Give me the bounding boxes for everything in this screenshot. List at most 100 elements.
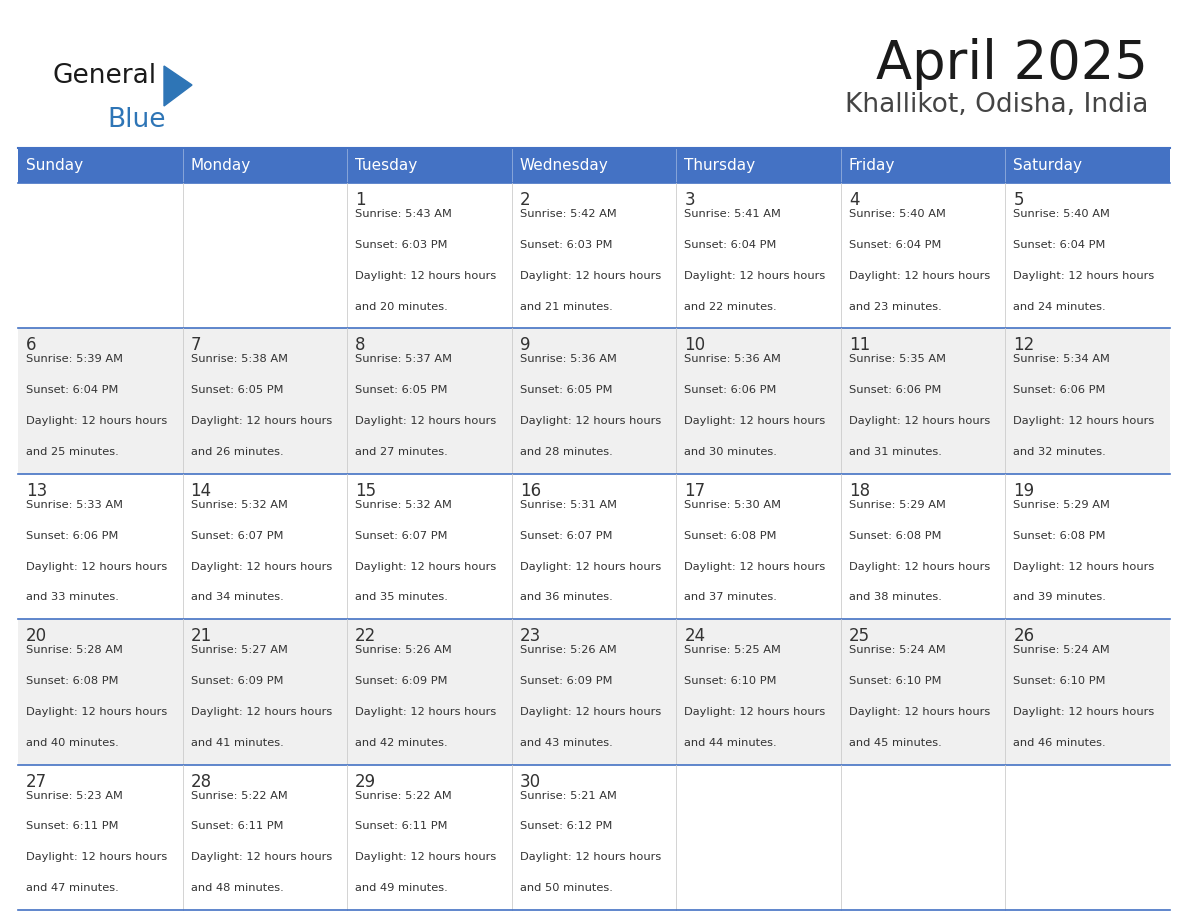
Bar <box>18 183 1170 329</box>
Text: Daylight: 12 hours hours: Daylight: 12 hours hours <box>684 271 826 281</box>
Text: Sunset: 6:07 PM: Sunset: 6:07 PM <box>519 531 612 541</box>
Text: and 47 minutes.: and 47 minutes. <box>26 883 119 893</box>
Text: Sunrise: 5:26 AM: Sunrise: 5:26 AM <box>519 645 617 655</box>
Text: Sunrise: 5:25 AM: Sunrise: 5:25 AM <box>684 645 782 655</box>
Text: 18: 18 <box>849 482 870 499</box>
Text: and 39 minutes.: and 39 minutes. <box>1013 592 1106 602</box>
Text: Sunday: Sunday <box>26 158 83 173</box>
Text: Saturday: Saturday <box>1013 158 1082 173</box>
Text: Sunrise: 5:32 AM: Sunrise: 5:32 AM <box>355 499 451 509</box>
Text: 24: 24 <box>684 627 706 645</box>
Text: 29: 29 <box>355 773 377 790</box>
Text: 4: 4 <box>849 191 859 209</box>
Text: Sunrise: 5:38 AM: Sunrise: 5:38 AM <box>190 354 287 364</box>
Bar <box>18 148 1170 183</box>
Text: Sunrise: 5:31 AM: Sunrise: 5:31 AM <box>519 499 617 509</box>
Text: Sunrise: 5:36 AM: Sunrise: 5:36 AM <box>684 354 782 364</box>
Text: Sunrise: 5:33 AM: Sunrise: 5:33 AM <box>26 499 124 509</box>
Text: 9: 9 <box>519 336 530 354</box>
Text: Daylight: 12 hours hours: Daylight: 12 hours hours <box>190 562 331 572</box>
Text: and 34 minutes.: and 34 minutes. <box>190 592 283 602</box>
Text: and 41 minutes.: and 41 minutes. <box>190 738 283 748</box>
Text: and 27 minutes.: and 27 minutes. <box>355 447 448 457</box>
Text: Sunrise: 5:30 AM: Sunrise: 5:30 AM <box>684 499 782 509</box>
Text: and 49 minutes.: and 49 minutes. <box>355 883 448 893</box>
Text: Sunset: 6:06 PM: Sunset: 6:06 PM <box>26 531 119 541</box>
Bar <box>18 474 1170 620</box>
Text: Daylight: 12 hours hours: Daylight: 12 hours hours <box>190 852 331 862</box>
Text: Sunset: 6:09 PM: Sunset: 6:09 PM <box>355 676 448 686</box>
Text: and 48 minutes.: and 48 minutes. <box>190 883 283 893</box>
Text: 11: 11 <box>849 336 870 354</box>
Text: Daylight: 12 hours hours: Daylight: 12 hours hours <box>1013 707 1155 717</box>
Text: and 32 minutes.: and 32 minutes. <box>1013 447 1106 457</box>
Text: 27: 27 <box>26 773 48 790</box>
Text: 7: 7 <box>190 336 201 354</box>
Text: Daylight: 12 hours hours: Daylight: 12 hours hours <box>355 707 497 717</box>
Text: Daylight: 12 hours hours: Daylight: 12 hours hours <box>355 416 497 426</box>
Text: Sunrise: 5:22 AM: Sunrise: 5:22 AM <box>355 790 451 800</box>
Text: Sunset: 6:06 PM: Sunset: 6:06 PM <box>849 386 941 396</box>
Text: Daylight: 12 hours hours: Daylight: 12 hours hours <box>684 416 826 426</box>
Text: Sunrise: 5:39 AM: Sunrise: 5:39 AM <box>26 354 124 364</box>
Text: and 37 minutes.: and 37 minutes. <box>684 592 777 602</box>
Text: 12: 12 <box>1013 336 1035 354</box>
Text: Daylight: 12 hours hours: Daylight: 12 hours hours <box>26 707 168 717</box>
Text: 15: 15 <box>355 482 377 499</box>
Text: Friday: Friday <box>849 158 896 173</box>
Text: Sunset: 6:11 PM: Sunset: 6:11 PM <box>190 822 283 832</box>
Text: and 30 minutes.: and 30 minutes. <box>684 447 777 457</box>
Text: Sunrise: 5:22 AM: Sunrise: 5:22 AM <box>190 790 287 800</box>
Text: Sunset: 6:10 PM: Sunset: 6:10 PM <box>684 676 777 686</box>
Text: Sunset: 6:11 PM: Sunset: 6:11 PM <box>26 822 119 832</box>
Text: Sunrise: 5:23 AM: Sunrise: 5:23 AM <box>26 790 122 800</box>
Text: Daylight: 12 hours hours: Daylight: 12 hours hours <box>684 707 826 717</box>
Text: Sunset: 6:06 PM: Sunset: 6:06 PM <box>1013 386 1106 396</box>
Text: and 31 minutes.: and 31 minutes. <box>849 447 942 457</box>
Text: Sunset: 6:07 PM: Sunset: 6:07 PM <box>355 531 448 541</box>
Text: Daylight: 12 hours hours: Daylight: 12 hours hours <box>519 271 661 281</box>
Text: and 21 minutes.: and 21 minutes. <box>519 301 613 311</box>
Text: 26: 26 <box>1013 627 1035 645</box>
Text: and 20 minutes.: and 20 minutes. <box>355 301 448 311</box>
Text: 20: 20 <box>26 627 48 645</box>
Text: Sunset: 6:05 PM: Sunset: 6:05 PM <box>519 386 612 396</box>
Text: Sunrise: 5:42 AM: Sunrise: 5:42 AM <box>519 209 617 219</box>
Text: Sunset: 6:10 PM: Sunset: 6:10 PM <box>1013 676 1106 686</box>
Text: and 50 minutes.: and 50 minutes. <box>519 883 613 893</box>
Text: 19: 19 <box>1013 482 1035 499</box>
Text: Sunrise: 5:32 AM: Sunrise: 5:32 AM <box>190 499 287 509</box>
Text: Daylight: 12 hours hours: Daylight: 12 hours hours <box>355 271 497 281</box>
Text: and 46 minutes.: and 46 minutes. <box>1013 738 1106 748</box>
Text: 28: 28 <box>190 773 211 790</box>
Text: Sunrise: 5:27 AM: Sunrise: 5:27 AM <box>190 645 287 655</box>
Text: 25: 25 <box>849 627 870 645</box>
Text: Daylight: 12 hours hours: Daylight: 12 hours hours <box>849 562 990 572</box>
Text: 16: 16 <box>519 482 541 499</box>
Text: and 40 minutes.: and 40 minutes. <box>26 738 119 748</box>
Text: Thursday: Thursday <box>684 158 756 173</box>
Text: and 35 minutes.: and 35 minutes. <box>355 592 448 602</box>
Text: Tuesday: Tuesday <box>355 158 417 173</box>
Text: Sunrise: 5:24 AM: Sunrise: 5:24 AM <box>849 645 946 655</box>
Text: 8: 8 <box>355 336 366 354</box>
Text: 5: 5 <box>1013 191 1024 209</box>
Text: Sunset: 6:12 PM: Sunset: 6:12 PM <box>519 822 612 832</box>
Text: Sunrise: 5:21 AM: Sunrise: 5:21 AM <box>519 790 617 800</box>
Text: Sunrise: 5:43 AM: Sunrise: 5:43 AM <box>355 209 451 219</box>
Text: Daylight: 12 hours hours: Daylight: 12 hours hours <box>519 707 661 717</box>
Text: Sunrise: 5:28 AM: Sunrise: 5:28 AM <box>26 645 122 655</box>
Text: Sunrise: 5:36 AM: Sunrise: 5:36 AM <box>519 354 617 364</box>
Text: Sunrise: 5:34 AM: Sunrise: 5:34 AM <box>1013 354 1111 364</box>
Text: Sunset: 6:09 PM: Sunset: 6:09 PM <box>190 676 283 686</box>
Text: Sunset: 6:04 PM: Sunset: 6:04 PM <box>26 386 119 396</box>
Text: and 38 minutes.: and 38 minutes. <box>849 592 942 602</box>
Text: Daylight: 12 hours hours: Daylight: 12 hours hours <box>519 562 661 572</box>
Text: Sunset: 6:10 PM: Sunset: 6:10 PM <box>849 676 941 686</box>
Text: Sunrise: 5:29 AM: Sunrise: 5:29 AM <box>1013 499 1111 509</box>
Text: 22: 22 <box>355 627 377 645</box>
Text: Sunset: 6:03 PM: Sunset: 6:03 PM <box>519 240 612 250</box>
Text: Daylight: 12 hours hours: Daylight: 12 hours hours <box>1013 416 1155 426</box>
Text: Sunset: 6:08 PM: Sunset: 6:08 PM <box>849 531 941 541</box>
Text: Sunset: 6:11 PM: Sunset: 6:11 PM <box>355 822 448 832</box>
